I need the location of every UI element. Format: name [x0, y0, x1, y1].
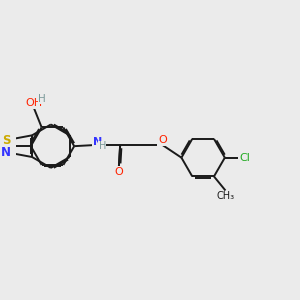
Text: H: H	[99, 141, 106, 151]
Text: S: S	[2, 134, 10, 147]
Text: Cl: Cl	[239, 153, 250, 163]
Text: H: H	[38, 94, 46, 103]
Text: CH₃: CH₃	[216, 191, 235, 201]
Text: N: N	[1, 146, 11, 159]
Text: OH: OH	[26, 98, 43, 108]
Text: O: O	[115, 167, 123, 177]
Text: N: N	[93, 137, 102, 147]
Text: O: O	[158, 135, 167, 145]
